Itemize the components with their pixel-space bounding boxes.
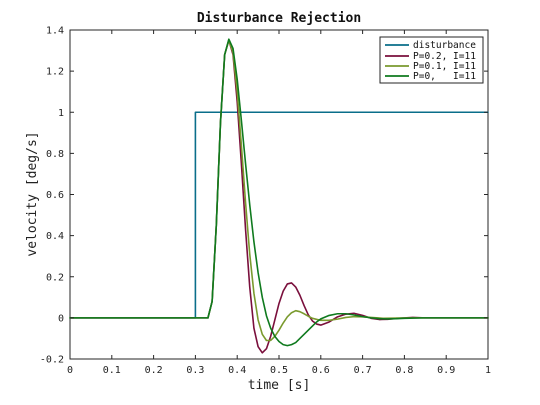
x-tick-label: 0.2 <box>145 365 163 376</box>
x-tick-label: 0 <box>67 365 73 376</box>
y-axis-label: velocity [deg/s] <box>25 131 40 256</box>
x-tick-label: 0.7 <box>354 365 372 376</box>
legend-label-p0: P=0, I=11 <box>413 71 476 82</box>
x-tick-label: 1 <box>485 365 491 376</box>
y-tick-label: 1.4 <box>46 26 64 37</box>
y-tick-label: 0.6 <box>46 190 64 201</box>
x-tick-label: 0.6 <box>312 365 330 376</box>
legend-label-p01: P=0.1, I=11 <box>413 61 476 72</box>
y-tick-label: 0 <box>58 313 64 324</box>
y-tick-label: -0.2 <box>40 355 64 366</box>
legend: disturbance P=0.2, I=11 P=0.1, I=11 P=0,… <box>379 36 484 84</box>
series-group <box>69 38 489 354</box>
legend-label-disturbance: disturbance <box>413 40 476 51</box>
x-tick-label: 0.8 <box>395 365 413 376</box>
chart-title: Disturbance Rejection <box>197 11 361 26</box>
y-tick-label: 0.4 <box>46 231 64 242</box>
x-axis-label: time [s] <box>248 378 311 393</box>
y-tick-label: 0.2 <box>46 272 64 283</box>
legend-label-p02: P=0.2, I=11 <box>413 51 476 62</box>
axis-ticks: 0 0.1 0.2 0.3 0.4 0.5 0.6 0.7 0.8 0.9 1-0.200.20.4… <box>40 26 491 377</box>
y-tick-label: 0.8 <box>46 149 64 160</box>
x-tick-label: 0.5 <box>270 365 288 376</box>
series-line-3 <box>69 38 489 347</box>
y-tick-label: 1 <box>58 108 64 119</box>
x-tick-label: 0.9 <box>437 365 455 376</box>
x-tick-label: 0.1 <box>103 365 121 376</box>
x-tick-label: 0.4 <box>228 365 246 376</box>
y-tick-label: 1.2 <box>46 67 64 78</box>
x-tick-label: 0.3 <box>186 365 204 376</box>
